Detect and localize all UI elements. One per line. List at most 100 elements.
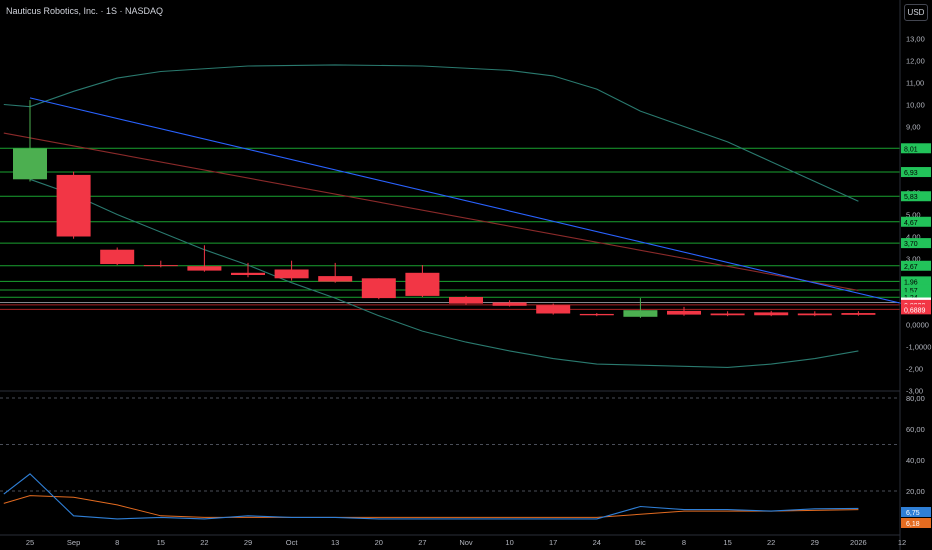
time-tick-label: 15 (157, 538, 165, 547)
time-tick-label: 10 (505, 538, 513, 547)
price-tick-label: -3,00 (906, 387, 923, 396)
red-trend-line (3, 132, 859, 291)
level-price-tag: 0,6889 (901, 304, 931, 315)
level-lines (0, 147, 900, 310)
price-tick-label: 5,00 (906, 211, 921, 220)
candle (318, 262, 353, 283)
time-tick-label: 8 (682, 538, 686, 547)
time-tick-label: Nov (459, 538, 473, 547)
candle-body (841, 313, 876, 315)
level-tag-label: 3,70 (904, 241, 918, 248)
time-axis[interactable]: 25 Sep 8 15 22 29 Oct 13 20 27 Nov 10 17 24 Dic 8 15 22 29… (0, 534, 906, 547)
time-tick-label: 12 (898, 538, 906, 547)
price-tick-label: -1,0000 (906, 343, 931, 352)
level-tag-bg (901, 238, 931, 249)
candle (405, 265, 440, 297)
candle-body (100, 249, 135, 264)
level-tag-label: 1,57 (904, 288, 918, 295)
blue-trend-line (29, 97, 924, 310)
candle-body (710, 313, 745, 316)
lower-band-line (29, 178, 859, 368)
rsi-orange-tag-bg (901, 518, 931, 528)
candle-body (56, 174, 91, 237)
rsi-tick-label: 40,00 (906, 456, 925, 465)
price-tick-label: 13,00 (906, 35, 925, 44)
candle (754, 310, 789, 317)
time-tick-label: 15 (723, 538, 731, 547)
level-tag-bg (901, 284, 931, 295)
time-tick-label: Dic (635, 538, 646, 547)
candle (841, 311, 876, 316)
candle (797, 311, 832, 317)
candle (579, 313, 614, 317)
level-tag-label: 1,96 (904, 279, 918, 286)
candle (710, 311, 745, 317)
time-tick-label: Sep (67, 538, 80, 547)
level-tag-bg (901, 292, 931, 303)
time-tick-label: 29 (244, 538, 252, 547)
candle (667, 306, 701, 316)
rsi-tick-label: 20,00 (906, 487, 925, 496)
price-tick-label: 10,00 (906, 101, 925, 110)
candle (100, 247, 135, 266)
rsi-blue-tag-label: 6,75 (906, 510, 920, 517)
time-tick-label: 22 (767, 538, 775, 547)
candle (56, 171, 91, 239)
candle-body (361, 278, 396, 299)
candle (623, 298, 658, 318)
rsi-orange-tag-label: 6,18 (906, 521, 920, 528)
level-tag-bg (901, 191, 931, 202)
rsi-tick-label: 60,00 (906, 425, 925, 434)
candle-body (754, 312, 789, 316)
price-axis[interactable]: 14,0013,0012,0011,0010,009,008,007,006,0… (899, 0, 931, 550)
level-tag-label: 8,01 (904, 146, 918, 153)
price-tick-label: 12,00 (906, 57, 925, 66)
rsi-orange-line (3, 495, 859, 518)
rsi-blue-tag-bg (901, 507, 931, 517)
rsi-tick-label: 80,00 (906, 394, 925, 403)
price-tick-label: 3,00 (906, 255, 921, 264)
level-price-tag: 8,01 (901, 143, 931, 154)
level-tag-label: 6,93 (904, 170, 918, 177)
time-tick-label: Oct (286, 538, 299, 547)
upper-band-line (3, 64, 859, 202)
candle (449, 295, 483, 305)
price-tick-label: -2,00 (906, 365, 923, 374)
candle (492, 300, 527, 307)
time-tick-label: 8 (115, 538, 119, 547)
currency-button[interactable]: USD (904, 4, 928, 21)
time-tick-label: 27 (418, 538, 426, 547)
rsi-panel (0, 390, 900, 520)
indicator-bands (3, 64, 924, 368)
candle-body (231, 272, 265, 275)
rsi-orange-tag: 6,18 (901, 518, 931, 528)
level-tag-bg (901, 260, 931, 271)
candle-body (536, 305, 571, 314)
level-tag-bg (901, 216, 931, 227)
candle-body (623, 310, 658, 317)
level-price-tag: 1,57 (901, 284, 931, 295)
candle (13, 100, 47, 182)
price-tick-label: 0,0000 (906, 321, 929, 330)
candle-body (405, 272, 440, 296)
candles (13, 100, 876, 318)
candle-body (492, 302, 527, 306)
candle (536, 303, 571, 315)
time-tick-label: 22 (200, 538, 208, 547)
level-price-tag: 3,70 (901, 238, 931, 249)
time-tick-label: 20 (375, 538, 383, 547)
candle-body (13, 148, 47, 180)
price-tick-label: 11,00 (906, 79, 924, 88)
symbol-title: Nauticus Robotics, Inc. · 1S · NASDAQ (6, 6, 164, 16)
level-tag-label: 2,67 (904, 264, 918, 271)
level-price-tag: 6,93 (901, 167, 931, 178)
level-tag-bg (901, 167, 931, 178)
candle (274, 260, 309, 281)
candle (231, 262, 265, 278)
candle-body (187, 266, 222, 271)
candle (187, 245, 222, 272)
level-tag-label: 5,83 (904, 194, 918, 201)
level-tag-bg (901, 304, 931, 315)
time-tick-label: 13 (331, 538, 339, 547)
